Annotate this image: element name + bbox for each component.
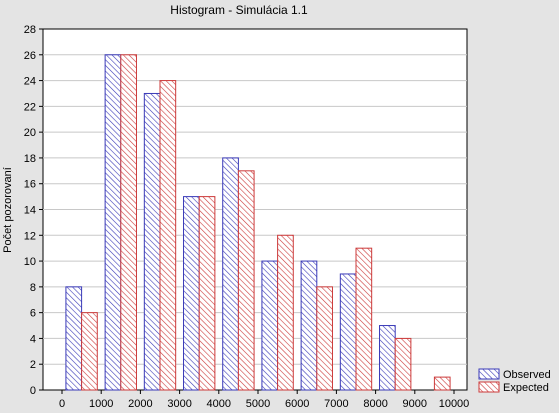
y-tick-label: 16 xyxy=(24,179,36,191)
y-tick-label: 24 xyxy=(24,76,36,88)
y-tick-label: 2 xyxy=(30,359,36,371)
bar-observed-2 xyxy=(104,54,122,391)
y-tick-label: 6 xyxy=(30,308,36,320)
y-tick-label: 26 xyxy=(24,50,36,62)
x-axis-ticks: 0 1000 2000 3000 4000 5000 6000 7000 8000 9000 100… xyxy=(59,390,469,410)
bar-observed-4 xyxy=(183,196,200,391)
x-tick-label: 8000 xyxy=(363,398,387,410)
bar-expected-2 xyxy=(120,54,137,391)
y-tick-label: 8 xyxy=(30,282,36,294)
y-axis-label: Počet pozorovaní xyxy=(2,167,14,253)
bar-observed-5 xyxy=(222,157,239,391)
bar-expected-3 xyxy=(159,80,177,391)
legend-label-expected: Expected xyxy=(503,382,549,394)
y-tick-label: 22 xyxy=(24,101,36,113)
bar-expected-5 xyxy=(237,170,255,391)
bar-observed-8 xyxy=(339,273,357,391)
bar-expected-6 xyxy=(277,234,294,391)
bar-observed-7 xyxy=(300,260,318,391)
x-tick-label: 1000 xyxy=(89,398,113,410)
bar-observed-1 xyxy=(65,286,83,391)
x-tick-label: 3000 xyxy=(167,398,191,410)
bar-expected-4 xyxy=(198,196,216,391)
legend: Observed Expected xyxy=(478,368,551,394)
y-tick-label: 20 xyxy=(24,127,36,139)
y-tick-label: 0 xyxy=(30,385,36,397)
legend-swatch-observed xyxy=(478,368,500,380)
bar-expected-7 xyxy=(316,286,333,391)
x-tick-label: 2000 xyxy=(128,398,152,410)
x-tick-label: 5000 xyxy=(246,398,270,410)
y-tick-label: 12 xyxy=(24,230,36,242)
legend-label-observed: Observed xyxy=(503,369,551,381)
bar-expected-9 xyxy=(394,337,412,391)
legend-swatch-expected xyxy=(478,381,500,393)
bar-observed-9 xyxy=(379,325,396,391)
y-tick-label: 10 xyxy=(24,256,36,268)
y-tick-label: 18 xyxy=(24,153,36,165)
x-tick-label: 0 xyxy=(59,398,65,410)
y-tick-label: 14 xyxy=(24,205,36,217)
x-tick-label: 9000 xyxy=(403,398,427,410)
bar-expected-1 xyxy=(81,312,98,391)
bars-group xyxy=(65,54,451,391)
y-tick-label: 28 xyxy=(24,24,36,36)
bar-expected-8 xyxy=(355,247,373,391)
x-tick-label: 4000 xyxy=(207,398,231,410)
bar-observed-3 xyxy=(143,92,161,391)
y-tick-label: 4 xyxy=(30,333,36,345)
bar-observed-6 xyxy=(261,260,279,391)
chart-title: Histogram - Simulácia 1.1 xyxy=(170,3,308,17)
bar-expected-10 xyxy=(433,376,451,391)
x-tick-label: 7000 xyxy=(324,398,348,410)
x-tick-label: 6000 xyxy=(285,398,309,410)
x-tick-label: 10000 xyxy=(439,398,470,410)
